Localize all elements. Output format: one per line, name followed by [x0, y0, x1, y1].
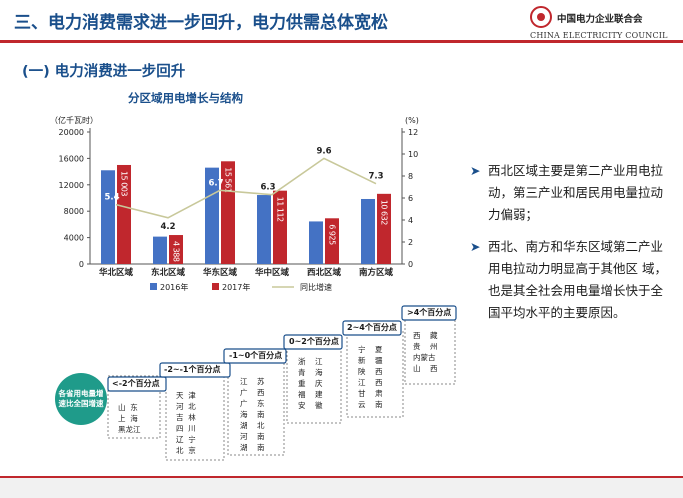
bullet-text: 西北、南方和华东区域第二产业用电拉动力明显高于其他区 域，也是其全社会用电量增长… — [488, 239, 667, 320]
bar-2017 — [117, 164, 131, 264]
step-label: >4个百分点 — [407, 308, 452, 317]
province-list: 西 藏 贵 州 内蒙古 山 西 — [413, 331, 438, 373]
x-tick-label: 华东区域 — [203, 267, 238, 278]
y2-tick-label: 6 — [408, 194, 413, 203]
y-tick-label: 20000 — [59, 128, 84, 137]
y2-tick-label: 10 — [408, 150, 418, 159]
bar-2017-label: 6 925 — [328, 224, 337, 245]
step-label: 0~2个百分点 — [289, 337, 339, 346]
bar-2017-label: 10 632 — [380, 200, 389, 225]
growth-line — [115, 157, 377, 219]
bar-2016 — [361, 198, 375, 264]
arrow-bullet-icon: ➤ — [470, 163, 481, 178]
legend-label: 同比增速 — [300, 282, 332, 292]
legend-swatch-2016 — [150, 283, 157, 290]
chart-title: 分区域用电增长与结构 — [128, 91, 243, 105]
stair-badge: 各省用电量增速比全国增速 — [55, 373, 107, 425]
bar-2017-label: 11 112 — [276, 197, 285, 222]
legend-label: 2017年 — [222, 282, 250, 292]
footer-band — [0, 478, 683, 498]
y-axis-unit: （亿千瓦时） — [50, 115, 98, 125]
step-header-5 — [342, 320, 402, 336]
growth-label: 9.6 — [316, 146, 331, 156]
bullet-text: 西北区域主要是第二产业用电拉动，第三产业和居民用电量拉动力偏弱； — [488, 163, 664, 222]
y2-tick-label: 8 — [408, 172, 413, 181]
bar-2016 — [101, 170, 115, 264]
bullet-item: ➤ 西北区域主要是第二产业用电拉动，第三产业和居民用电量拉动力偏弱； — [470, 160, 670, 226]
growth-label: 4.2 — [160, 222, 175, 232]
y2-tick-label: 2 — [408, 238, 413, 247]
step-header-3 — [223, 348, 287, 364]
x-tick-label: 华中区域 — [255, 267, 290, 278]
step-header-6 — [401, 305, 457, 321]
title-divider — [0, 40, 683, 43]
bar-2017 — [325, 218, 339, 264]
y2-tick-label: 4 — [408, 216, 413, 225]
step-label: -1~0个百分点 — [229, 351, 283, 360]
x-tick-label: 东北区域 — [151, 267, 186, 278]
bullet-item: ➤ 西北、南方和华东区域第二产业用电拉动力明显高于其他区 域，也是其全社会用电量… — [470, 236, 670, 324]
step-label: -2~-1个百分点 — [164, 365, 221, 374]
bar-2017 — [273, 190, 287, 264]
x-tick-label: 华北区域 — [99, 267, 134, 278]
province-list: 山 东 上 海 黑龙江 — [118, 403, 141, 434]
step-header-4 — [283, 334, 343, 350]
step-box-4 — [286, 344, 342, 424]
province-list: 宁 夏 新 疆 陕 西 江 西 甘 肃 云 南 — [358, 345, 383, 409]
section-heading: (一) 电力消费进一步回升 — [22, 64, 186, 80]
y-tick-label: 4000 — [64, 234, 84, 243]
step-label: <-2个百分点 — [112, 379, 160, 388]
growth-label: 5.4 — [104, 193, 119, 203]
y-tick-label: 12000 — [59, 181, 84, 190]
bar-2017 — [169, 235, 183, 264]
step-box-1 — [107, 375, 161, 439]
bar-2016 — [257, 195, 271, 264]
growth-label: 6.3 — [260, 183, 275, 193]
step-label: 2~4个百分点 — [347, 323, 397, 332]
y-tick-label: 0 — [79, 260, 84, 269]
y2-tick-label: 12 — [408, 128, 418, 137]
cec-logo-icon — [530, 6, 552, 28]
cec-logo: 中国电力企业联合会 CHINA ELECTRICITY COUNCIL — [530, 6, 680, 40]
bullet-list: ➤ 西北区域主要是第二产业用电拉动，第三产业和居民用电量拉动力偏弱； ➤ 西北、… — [470, 160, 670, 334]
province-list: 浙 江 青 海 重 庆 福 建 安 徽 — [298, 357, 323, 410]
y2-tick-label: 0 — [408, 260, 413, 269]
x-tick-label: 西北区域 — [307, 267, 342, 278]
growth-label: 6.7 — [208, 178, 223, 188]
growth-label: 7.3 — [368, 172, 383, 182]
slide-title: 三、电力消费需求进一步回升，电力供需总体宽松 — [14, 13, 388, 33]
bar-2017-label: 4 388 — [172, 241, 181, 262]
x-tick-label: 南方区域 — [359, 267, 394, 278]
y-tick-label: 16000 — [59, 154, 84, 163]
step-header-1 — [107, 376, 167, 392]
bar-2016 — [309, 221, 323, 264]
logo-name-en: CHINA ELECTRICITY COUNCIL — [530, 31, 668, 40]
y2-axis-unit: (%) — [405, 116, 419, 125]
bar-2017-label: 15 003 — [120, 171, 129, 196]
bar-2016 — [153, 236, 167, 264]
step-header-2 — [159, 362, 231, 378]
arrow-bullet-icon: ➤ — [470, 239, 481, 254]
province-list: 天 津 河 北 吉 林 四 川 辽 宁 北 京 — [176, 391, 196, 455]
legend-swatch-2017 — [212, 283, 219, 290]
bar-2017-label: 15 561 — [224, 167, 233, 192]
province-list: 江 苏 广 西 广 东 海 南 湖 北 河 南 湖 南 — [240, 377, 265, 452]
logo-name-cn: 中国电力企业联合会 — [557, 14, 643, 25]
y-tick-label: 8000 — [64, 207, 84, 216]
bar-2016 — [205, 167, 219, 264]
bottom-divider — [0, 476, 683, 478]
legend-label: 2016年 — [160, 282, 188, 292]
bar-2017 — [221, 161, 235, 264]
bar-2017 — [377, 193, 391, 264]
